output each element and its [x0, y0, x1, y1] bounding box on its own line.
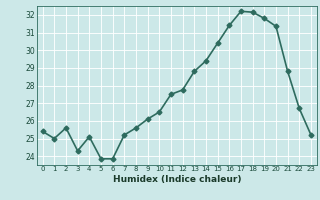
X-axis label: Humidex (Indice chaleur): Humidex (Indice chaleur): [113, 175, 241, 184]
